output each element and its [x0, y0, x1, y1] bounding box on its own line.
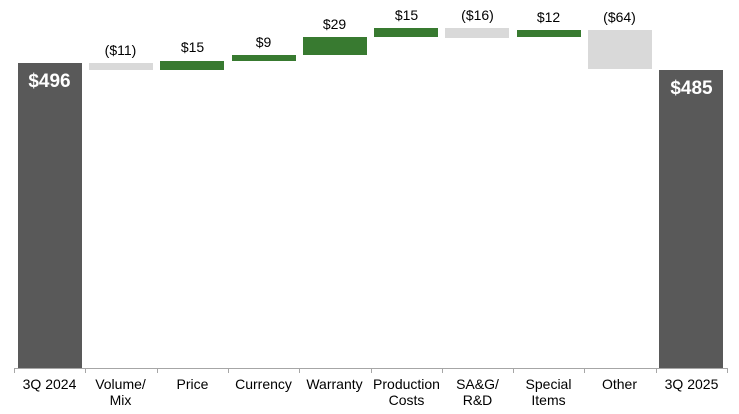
total-value-label: $485	[670, 78, 713, 99]
waterfall-bar-total	[659, 70, 723, 368]
value-label: $9	[255, 34, 272, 50]
category-label: Other	[601, 376, 637, 392]
x-axis-line	[14, 368, 727, 369]
x-axis-tick	[228, 368, 229, 373]
waterfall-bar-decrease	[89, 63, 153, 70]
value-label: ($16)	[461, 7, 494, 23]
waterfall-bar-increase	[374, 28, 438, 37]
x-axis-tick	[85, 368, 86, 373]
category-label: Currency	[235, 376, 292, 392]
waterfall-bar-increase	[517, 30, 581, 37]
x-axis-tick	[513, 368, 514, 373]
value-label: $29	[322, 16, 347, 32]
category-label: 3Q 2025	[664, 376, 719, 392]
waterfall-bar-decrease	[588, 30, 652, 69]
waterfall-bar-increase	[160, 61, 224, 70]
value-label: ($64)	[603, 9, 636, 25]
x-axis-tick	[656, 368, 657, 373]
category-label: Special Items	[525, 376, 572, 408]
waterfall-bar-decrease	[445, 28, 509, 38]
category-label: 3Q 2024	[22, 376, 77, 392]
x-axis-tick	[727, 368, 728, 373]
x-axis-tick	[14, 368, 15, 373]
category-label: Production Costs	[373, 376, 440, 408]
value-label: ($11)	[104, 42, 137, 58]
total-value-label: $496	[28, 71, 71, 92]
category-label: Volume/ Mix	[95, 376, 146, 408]
value-label: $12	[536, 9, 561, 25]
waterfall-bar-total	[18, 63, 82, 368]
value-label: $15	[394, 7, 419, 23]
x-axis-tick	[157, 368, 158, 373]
value-label: $15	[180, 39, 205, 55]
x-axis-tick	[442, 368, 443, 373]
waterfall-bar-increase	[303, 37, 367, 55]
x-axis-tick	[584, 368, 585, 373]
x-axis-tick	[299, 368, 300, 373]
category-label: SA&G/ R&D	[456, 376, 499, 408]
x-axis-tick	[371, 368, 372, 373]
category-label: Price	[176, 376, 209, 392]
waterfall-bar-increase	[232, 55, 296, 61]
category-label: Warranty	[306, 376, 363, 392]
